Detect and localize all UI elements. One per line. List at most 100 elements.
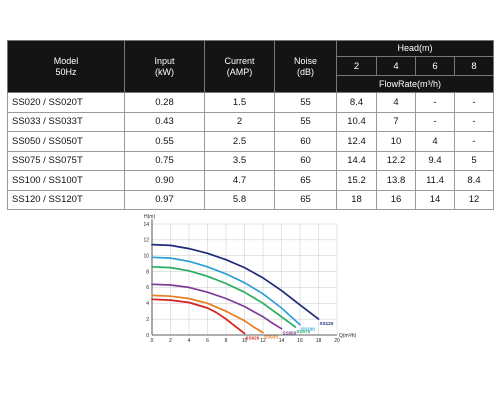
- current-cell: 5.8: [204, 189, 275, 210]
- series-line-ss050: [151, 283, 283, 330]
- y-tick-label: 8: [146, 269, 149, 275]
- flowrate-cell: 12: [453, 189, 495, 210]
- input-cell: 0.75: [124, 150, 205, 172]
- x-tick-label: 14: [279, 338, 285, 344]
- y-axis-label: H(m): [144, 214, 155, 220]
- model-cell: SS075 / SS075T: [7, 150, 125, 172]
- model-cell: SS020 / SS020T: [7, 92, 125, 113]
- x-axis-label: Q(m³/h): [339, 333, 357, 339]
- head-value-6: 6: [415, 56, 455, 76]
- y-tick-label: 4: [146, 301, 149, 307]
- y-tick-label: 0: [146, 333, 149, 339]
- series-label: SS020: [246, 335, 260, 340]
- flowrate-cell: 11.4: [415, 170, 455, 191]
- model-cell: SS120 / SS120T: [7, 189, 125, 210]
- flowrate-cell: 14: [415, 189, 455, 210]
- flowrate-cell: 16: [376, 189, 416, 210]
- flowrate-cell: 8.4: [453, 170, 495, 191]
- input-cell: 0.97: [124, 189, 205, 210]
- x-tick-label: 10: [242, 338, 248, 344]
- table-body: SS020 / SS020T 0.28 1.5 55 8.4 4- - SS033 / SS0…: [7, 92, 495, 210]
- noise-cell: 65: [274, 189, 337, 210]
- y-tick-label: 12: [143, 238, 149, 244]
- noise-cell: 65: [274, 170, 337, 191]
- noise-cell: 55: [274, 92, 337, 113]
- flowrate-cell: 10.4: [336, 111, 377, 133]
- flowrate-cell: 4: [415, 131, 455, 152]
- x-tick-label: 20: [334, 338, 340, 344]
- input-header: Input (kW): [124, 39, 205, 94]
- flowrate-cell: -: [415, 111, 455, 133]
- flowrate-cell: -: [453, 92, 495, 113]
- flowrate-cell: 5: [453, 150, 495, 172]
- spec-table: Model 50Hz Input (kW) Current (AMP) Noise (d…: [7, 39, 495, 210]
- y-tick-label: 6: [146, 285, 149, 291]
- noise-cell: 60: [274, 150, 337, 172]
- model-cell: SS050 / SS050T: [7, 131, 125, 152]
- current-cell: 4.7: [204, 170, 275, 191]
- flowrate-cell: 12.2: [376, 150, 416, 172]
- series-line-ss020: [151, 298, 246, 335]
- table-row: SS033 / SS033T 0.43 2 55 10.4 7- -: [7, 111, 495, 133]
- x-tick-label: 6: [206, 338, 209, 344]
- current-cell: 1.5: [204, 92, 275, 113]
- flowrate-cell: 4: [376, 92, 416, 113]
- series-line-ss120: [151, 243, 320, 320]
- table-row: SS100 / SS100T 0.90 4.7 65 15.2 13.8 11.4 8.4: [7, 170, 495, 191]
- flowrate-cell: 10: [376, 131, 416, 152]
- x-tick-label: 18: [316, 338, 322, 344]
- pump-curve-chart: 0 2 4 6 8 10 12 14 16 18 20 0 2 4 6 8 10 12 14 H(m) Q(m³/h) S…: [143, 214, 357, 344]
- flowrate-cell: 7: [376, 111, 416, 133]
- noise-cell: 60: [274, 131, 337, 152]
- current-header: Current (AMP): [204, 39, 275, 94]
- noise-cell: 55: [274, 111, 337, 133]
- y-tick-label: 10: [143, 254, 149, 260]
- x-tick-label: 16: [297, 338, 303, 344]
- flowrate-cell: 14.4: [336, 150, 377, 172]
- series-line-ss100: [151, 256, 301, 326]
- head-value-4: 4: [376, 56, 416, 76]
- series-label: SS100: [301, 327, 315, 332]
- flowrate-cell: -: [453, 131, 495, 152]
- flowrate-cell: 13.8: [376, 170, 416, 191]
- current-cell: 2: [204, 111, 275, 133]
- series-line-ss033: [151, 294, 264, 334]
- x-tick-label: 12: [260, 338, 266, 344]
- x-tick-label: 0: [151, 338, 154, 344]
- flowrate-cell: 18: [336, 189, 377, 210]
- table-row: SS120 / SS120T 0.97 5.8 65 18 16 14 12: [7, 189, 495, 210]
- current-cell: 3.5: [204, 150, 275, 172]
- head-value-8: 8: [453, 56, 495, 76]
- table-row: SS020 / SS020T 0.28 1.5 55 8.4 4- -: [7, 92, 495, 113]
- flowrate-cell: -: [415, 92, 455, 113]
- input-cell: 0.43: [124, 111, 205, 133]
- head-value-2: 2: [336, 56, 377, 76]
- current-cell: 2.5: [204, 131, 275, 152]
- series-label: SS033: [264, 335, 278, 340]
- noise-header: Noise (dB): [274, 39, 337, 94]
- x-tick-label: 4: [188, 338, 191, 344]
- flowrate-header: FlowRate(m³/h): [335, 74, 495, 94]
- series-label: SS050: [283, 331, 297, 336]
- y-tick-label: 14: [143, 222, 149, 228]
- series-label: SS075: [296, 329, 310, 334]
- model-cell: SS100 / SS100T: [7, 170, 125, 191]
- flowrate-cell: 12.4: [336, 131, 377, 152]
- flowrate-cell: 8.4: [336, 92, 377, 113]
- model-cell: SS033 / SS033T: [7, 111, 125, 133]
- table-row: SS075 / SS075T 0.75 3.5 60 14.4 12.2 9.4 5: [7, 150, 495, 172]
- input-cell: 0.28: [124, 92, 205, 113]
- x-tick-label: 2: [169, 338, 172, 344]
- flowrate-cell: 9.4: [415, 150, 455, 172]
- input-cell: 0.90: [124, 170, 205, 191]
- input-cell: 0.55: [124, 131, 205, 152]
- head-header: Head(m): [335, 39, 495, 58]
- x-tick-label: 8: [225, 338, 228, 344]
- series-line-ss075: [151, 265, 297, 328]
- series-label: SS120: [320, 321, 334, 326]
- flowrate-cell: 15.2: [336, 170, 377, 191]
- flowrate-cell: -: [453, 111, 495, 133]
- y-tick-label: 2: [146, 317, 149, 323]
- model-header: Model 50Hz: [7, 39, 125, 94]
- table-row: SS050 / SS050T 0.55 2.5 60 12.4 10 4-: [7, 131, 495, 152]
